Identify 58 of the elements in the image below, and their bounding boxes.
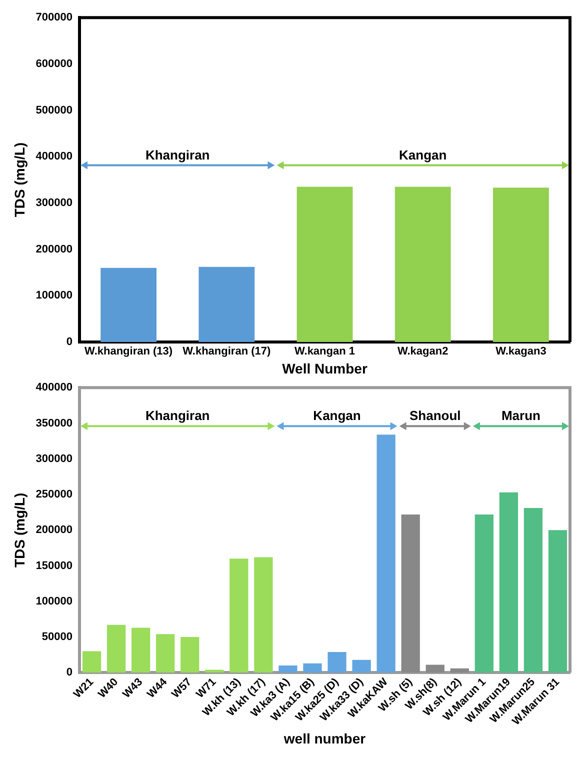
annotation: Khangiran <box>145 147 210 162</box>
bar <box>492 188 549 342</box>
y-tick-label: 50000 <box>42 631 73 644</box>
y-tick-label: 300000 <box>36 197 73 210</box>
annotation: Kangan <box>399 147 447 162</box>
x-axis-title: well number <box>282 730 366 746</box>
y-tick-label: 200000 <box>36 524 73 536</box>
y-tick-label: 100000 <box>36 290 73 302</box>
bar <box>474 514 494 673</box>
y-tick-label: 150000 <box>36 560 73 572</box>
bar <box>132 628 150 673</box>
bar <box>394 186 451 342</box>
x-tick-label: W40 <box>96 676 121 701</box>
y-tick-label: 300000 <box>36 452 73 465</box>
bar <box>524 508 543 673</box>
y-tick-label: 200000 <box>36 243 73 256</box>
bar <box>352 660 371 673</box>
bar <box>296 186 353 342</box>
bar <box>499 492 518 673</box>
bar <box>82 651 102 673</box>
y-tick-label: 250000 <box>36 488 73 501</box>
bar <box>376 434 396 673</box>
y-tick-label: 500000 <box>36 104 73 116</box>
bar <box>156 634 175 673</box>
bar <box>198 266 255 342</box>
y-tick-label: 0 <box>66 666 73 679</box>
bar <box>254 557 273 673</box>
x-tick-label: W.khangiran (17) <box>182 346 271 358</box>
annotation: Shanoul <box>409 408 461 424</box>
y-axis-title: TDS (mg/L) <box>11 492 28 568</box>
y-tick-label: 0 <box>66 336 73 348</box>
annotation: Khangiran <box>145 408 210 424</box>
x-tick-label: W.kagan3 <box>496 346 546 358</box>
bar <box>180 637 200 673</box>
y-axis-title: TDS (mg/L) <box>11 142 28 218</box>
bar <box>401 514 420 673</box>
bar <box>328 652 346 673</box>
x-tick-label: W.khangiran (13) <box>84 346 173 358</box>
bar <box>230 558 248 673</box>
bar <box>548 530 568 673</box>
bar <box>450 668 469 673</box>
y-tick-label: 600000 <box>36 58 73 70</box>
y-tick-label: 350000 <box>36 417 73 430</box>
x-tick-label: W.kangan 1 <box>294 346 356 358</box>
bar <box>106 624 126 673</box>
bar <box>278 666 298 673</box>
y-tick-label: 400000 <box>36 150 73 163</box>
y-tick-label: 100000 <box>36 595 73 608</box>
annotation: Kangan <box>313 408 361 424</box>
bar <box>303 663 322 673</box>
x-axis-title: Well Number <box>282 360 368 376</box>
y-tick-label: 400000 <box>36 382 73 394</box>
bar <box>100 268 157 342</box>
annotation: Marun <box>501 408 541 424</box>
bar <box>426 664 444 673</box>
x-tick-label: W21 <box>72 676 96 701</box>
y-tick-label: 700000 <box>36 12 73 24</box>
x-tick-label: W.kagan2 <box>397 346 448 358</box>
